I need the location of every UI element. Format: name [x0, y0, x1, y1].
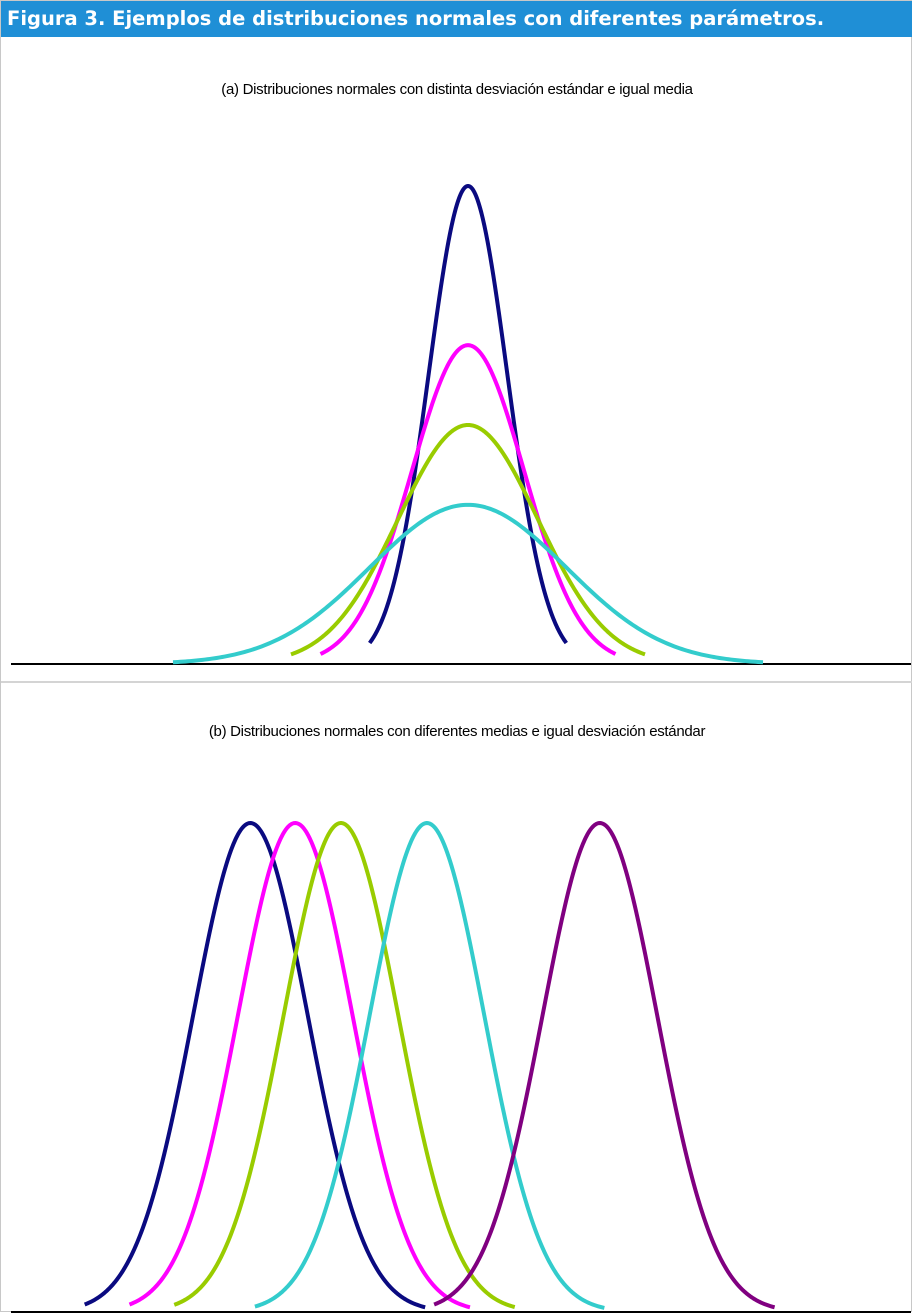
figure-title: Figura 3. Ejemplos de distribuciones nor… — [1, 1, 912, 37]
chart-a-series-1-curve — [368, 184, 568, 645]
chart-b-series-2-curve — [128, 821, 471, 1310]
chart-b-plot — [11, 821, 911, 1313]
chart-a-series-2-curve — [319, 343, 617, 656]
chart-b-series-5-curve — [433, 821, 776, 1310]
chart-panel-b: (b) Distribuciones normales con diferent… — [1, 681, 912, 1313]
chart-b-series-4-curve — [254, 821, 605, 1310]
chart-b-title: (b) Distribuciones normales con diferent… — [208, 723, 706, 740]
chart-a-series-3-curve — [290, 423, 646, 657]
chart-b-series-3-curve — [173, 821, 516, 1309]
chart-a-series-4-curve — [172, 502, 764, 665]
chart-a-plot — [11, 184, 911, 665]
chart-a-title: (a) Distribuciones normales con distinta… — [221, 81, 693, 98]
chart-panel-a: (a) Distribuciones normales con distinta… — [1, 37, 912, 681]
chart-b-series-1-curve — [83, 821, 426, 1310]
